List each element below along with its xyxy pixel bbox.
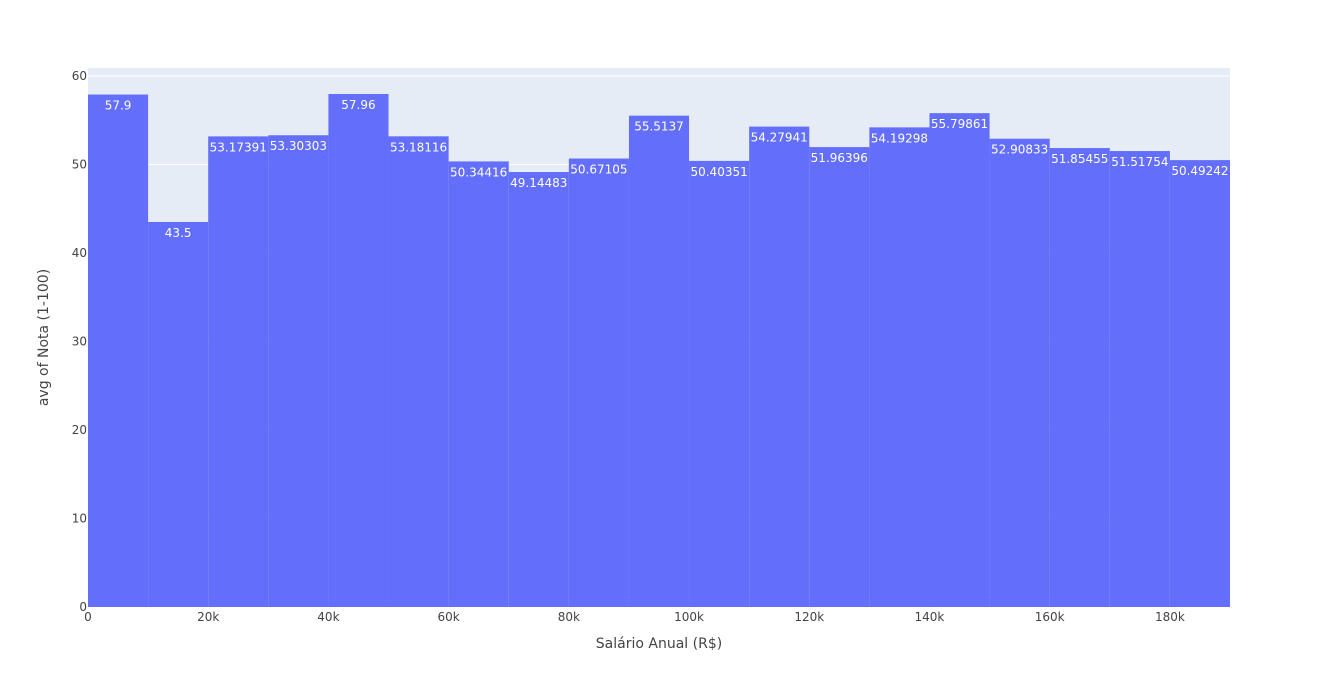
bar-value-labels: 57.943.553.17391 53.3030357.9653.1811650.…: [105, 98, 1229, 240]
bar-value-label: 53.18116: [390, 140, 447, 154]
x-tick-label: 40k: [317, 610, 339, 624]
bar-value-label: 53.30303: [270, 139, 327, 153]
x-tick-label: 160k: [1035, 610, 1065, 624]
histogram-bar: [869, 127, 930, 607]
histogram-bar: [208, 136, 269, 607]
histogram-bar: [328, 94, 389, 607]
x-tick-label: 0: [84, 610, 92, 624]
histogram-bar: [148, 222, 209, 607]
bar-value-label: 53.17391: [210, 140, 267, 154]
x-tick-label: 180k: [1155, 610, 1185, 624]
histogram-bar: [628, 115, 690, 608]
bar-value-label: 49.14483: [510, 176, 567, 190]
y-tick-label: 40: [72, 246, 87, 260]
x-tick-label: 20k: [197, 610, 219, 624]
y-tick-label: 20: [72, 423, 87, 437]
bar-value-label: 57.9: [105, 99, 132, 113]
y-axis-title: avg of Nota (1-100): [36, 269, 52, 406]
y-axis-tick-labels: 0 10 20 30 40 50 60: [72, 69, 87, 614]
histogram-bar: [1109, 151, 1170, 607]
bar-value-label: 51.96396: [811, 151, 868, 165]
histogram-bar: [749, 126, 810, 608]
histogram-bar: [1049, 148, 1110, 607]
y-tick-label: 10: [72, 511, 87, 525]
bar-value-label: 50.34416: [450, 165, 507, 179]
x-tick-label: 100k: [674, 610, 704, 624]
histogram-bar: [448, 161, 509, 608]
histogram-bar: [929, 113, 990, 607]
bar-value-label: 54.19298: [871, 131, 928, 145]
histogram-bar: [689, 160, 750, 607]
x-tick-label: 60k: [438, 610, 460, 624]
histogram-bar: [268, 135, 329, 607]
x-tick-label: 140k: [915, 610, 945, 624]
bars: [88, 94, 1230, 608]
bar-value-label: 52.90833: [991, 143, 1048, 157]
histogram-bar: [989, 138, 1050, 607]
y-tick-label: 30: [72, 334, 87, 348]
y-tick-label: 0: [79, 600, 87, 614]
bar-value-label: 50.40351: [690, 165, 747, 179]
bar-value-label: 57.96: [341, 98, 375, 112]
y-tick-label: 50: [72, 157, 87, 171]
y-tick-label: 60: [72, 69, 87, 83]
bar-value-label: 51.85455: [1051, 152, 1108, 166]
histogram-bar: [568, 158, 629, 607]
x-tick-label: 80k: [558, 610, 580, 624]
bar-value-label: 54.27941: [751, 131, 808, 145]
x-axis-tick-labels: 0 20k 40k 60k 80k 100k 120k 140k 160k 180k: [84, 610, 1185, 624]
x-tick-label: 120k: [794, 610, 824, 624]
bar-value-label: 55.79861: [931, 117, 988, 131]
histogram-bar: [1169, 160, 1230, 607]
histogram-bar: [809, 147, 870, 607]
histogram-bar: [88, 94, 149, 607]
histogram-bar: [508, 172, 569, 607]
bar-value-label: 55.5137: [634, 120, 684, 134]
bar-value-label: 50.67105: [570, 163, 627, 177]
bar-value-label: 50.49242: [1171, 164, 1228, 178]
x-axis-title: Salário Anual (R$): [596, 636, 722, 652]
histogram-bar: [388, 136, 449, 608]
bar-value-label: 51.51754: [1111, 155, 1168, 169]
bar-value-label: 43.5: [165, 226, 192, 240]
